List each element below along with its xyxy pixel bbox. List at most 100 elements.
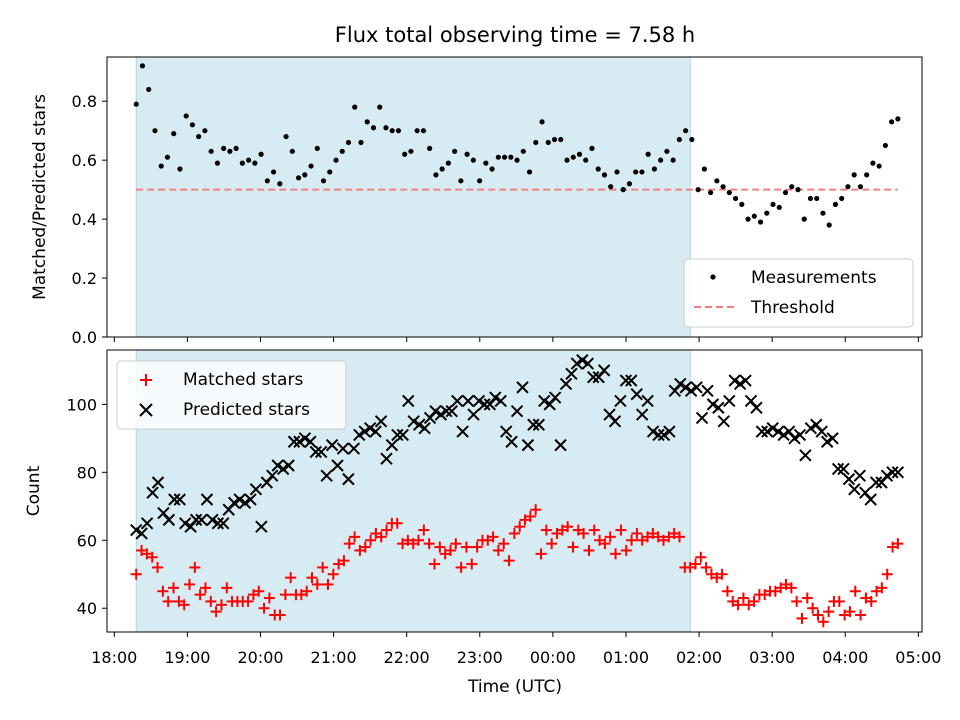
predicted-point [200,493,214,506]
measurement-point [895,116,901,122]
predicted-point [162,513,176,527]
predicted-point [206,513,219,527]
matched-point [865,595,877,607]
measurement-point [270,169,277,175]
predicted-point [826,432,839,445]
matched-point [498,538,510,550]
predicted-point [712,401,725,414]
measurement-point [820,210,826,216]
matched-point [466,558,478,570]
predicted-point [679,381,692,394]
measurement-point [876,163,882,169]
measurement-point [789,184,795,190]
predicted-point [173,493,186,506]
matched-point [812,609,824,621]
x-tick-label: 23:00 [457,648,503,667]
measurement-point [683,128,689,134]
matched-point [546,538,558,550]
predicted-point [570,357,584,370]
predicted-point [472,394,486,408]
matched-point [444,544,456,556]
top-y-tick-label: 0.8 [72,92,97,111]
measurement-point [645,151,651,157]
measurement-point [601,172,608,178]
x-tick-label: 21:00 [311,648,357,667]
matched-point [423,538,435,550]
predicted-point [282,459,295,472]
matched-point [460,541,472,553]
measurement-point [564,157,570,163]
predicted-point [532,418,546,431]
measurement-point [707,189,714,196]
measurement-point [689,136,695,143]
predicted-point [298,432,312,445]
measurement-point [658,157,664,163]
matched-point [306,572,318,584]
measurement-point [889,119,895,125]
matched-point [375,531,387,543]
predicted-point [499,425,513,438]
matched-point [365,534,377,546]
predicted-point [146,486,159,499]
matched-point [583,544,595,556]
predicted-point [848,483,861,496]
matched-point [604,531,616,543]
matched-point [540,524,552,536]
predicted-point [407,415,420,428]
top-x-ticks [113,337,919,342]
predicted-point [842,472,856,486]
matched-point [210,606,222,618]
x-tick-label: 03:00 [749,648,795,667]
measurement-point [764,210,770,216]
matched-point [253,585,265,597]
predicted-point [684,384,698,397]
legend-matched-label: Matched stars [183,370,303,390]
predicted-point [837,462,850,476]
measurement-point [739,201,745,207]
measurement-point [277,181,283,187]
predicted-point [864,493,877,506]
measurement-point [177,166,183,172]
measurement-point [857,184,864,190]
measurement-point [826,222,832,228]
predicted-point [440,404,453,418]
measurement-point [433,172,439,178]
matched-point [455,561,467,573]
measurement-point [776,204,782,210]
matched-point [471,541,483,553]
predicted-point [369,425,382,438]
x-tick-label: 01:00 [603,648,649,667]
measurement-point [545,139,551,146]
top-y-tick-label: 0.6 [72,151,97,170]
measurement-point [608,184,614,190]
bottom-y-ticks: 40 60 80 100 [66,395,107,618]
measurement-point [651,166,658,172]
predicted-point [869,476,883,489]
measurement-point [870,160,876,166]
matched-point [503,555,515,567]
predicted-point [434,408,448,421]
predicted-point [706,398,720,411]
matched-point [599,538,611,550]
measurement-point [221,145,227,151]
x-tick-label: 20:00 [237,648,283,667]
measurement-point [333,157,339,163]
measurement-point [146,86,152,93]
matched-point [578,527,590,539]
predicted-point [418,421,431,435]
top-axes-frame [106,56,923,338]
predicted-point [597,364,611,377]
predicted-point [761,425,774,438]
measurement-point [664,148,670,154]
predicted-point [266,469,279,482]
measurement-point [782,189,789,196]
measurement-point [339,148,345,154]
predicted-point [608,415,622,428]
top-y-tick-label: 0.2 [72,269,97,288]
predicted-point [304,435,317,448]
observing-span-top [135,56,691,338]
measurement-point [595,166,601,172]
measurement-point [639,169,645,175]
predicted-point [195,513,208,527]
measurement-point [670,157,676,163]
